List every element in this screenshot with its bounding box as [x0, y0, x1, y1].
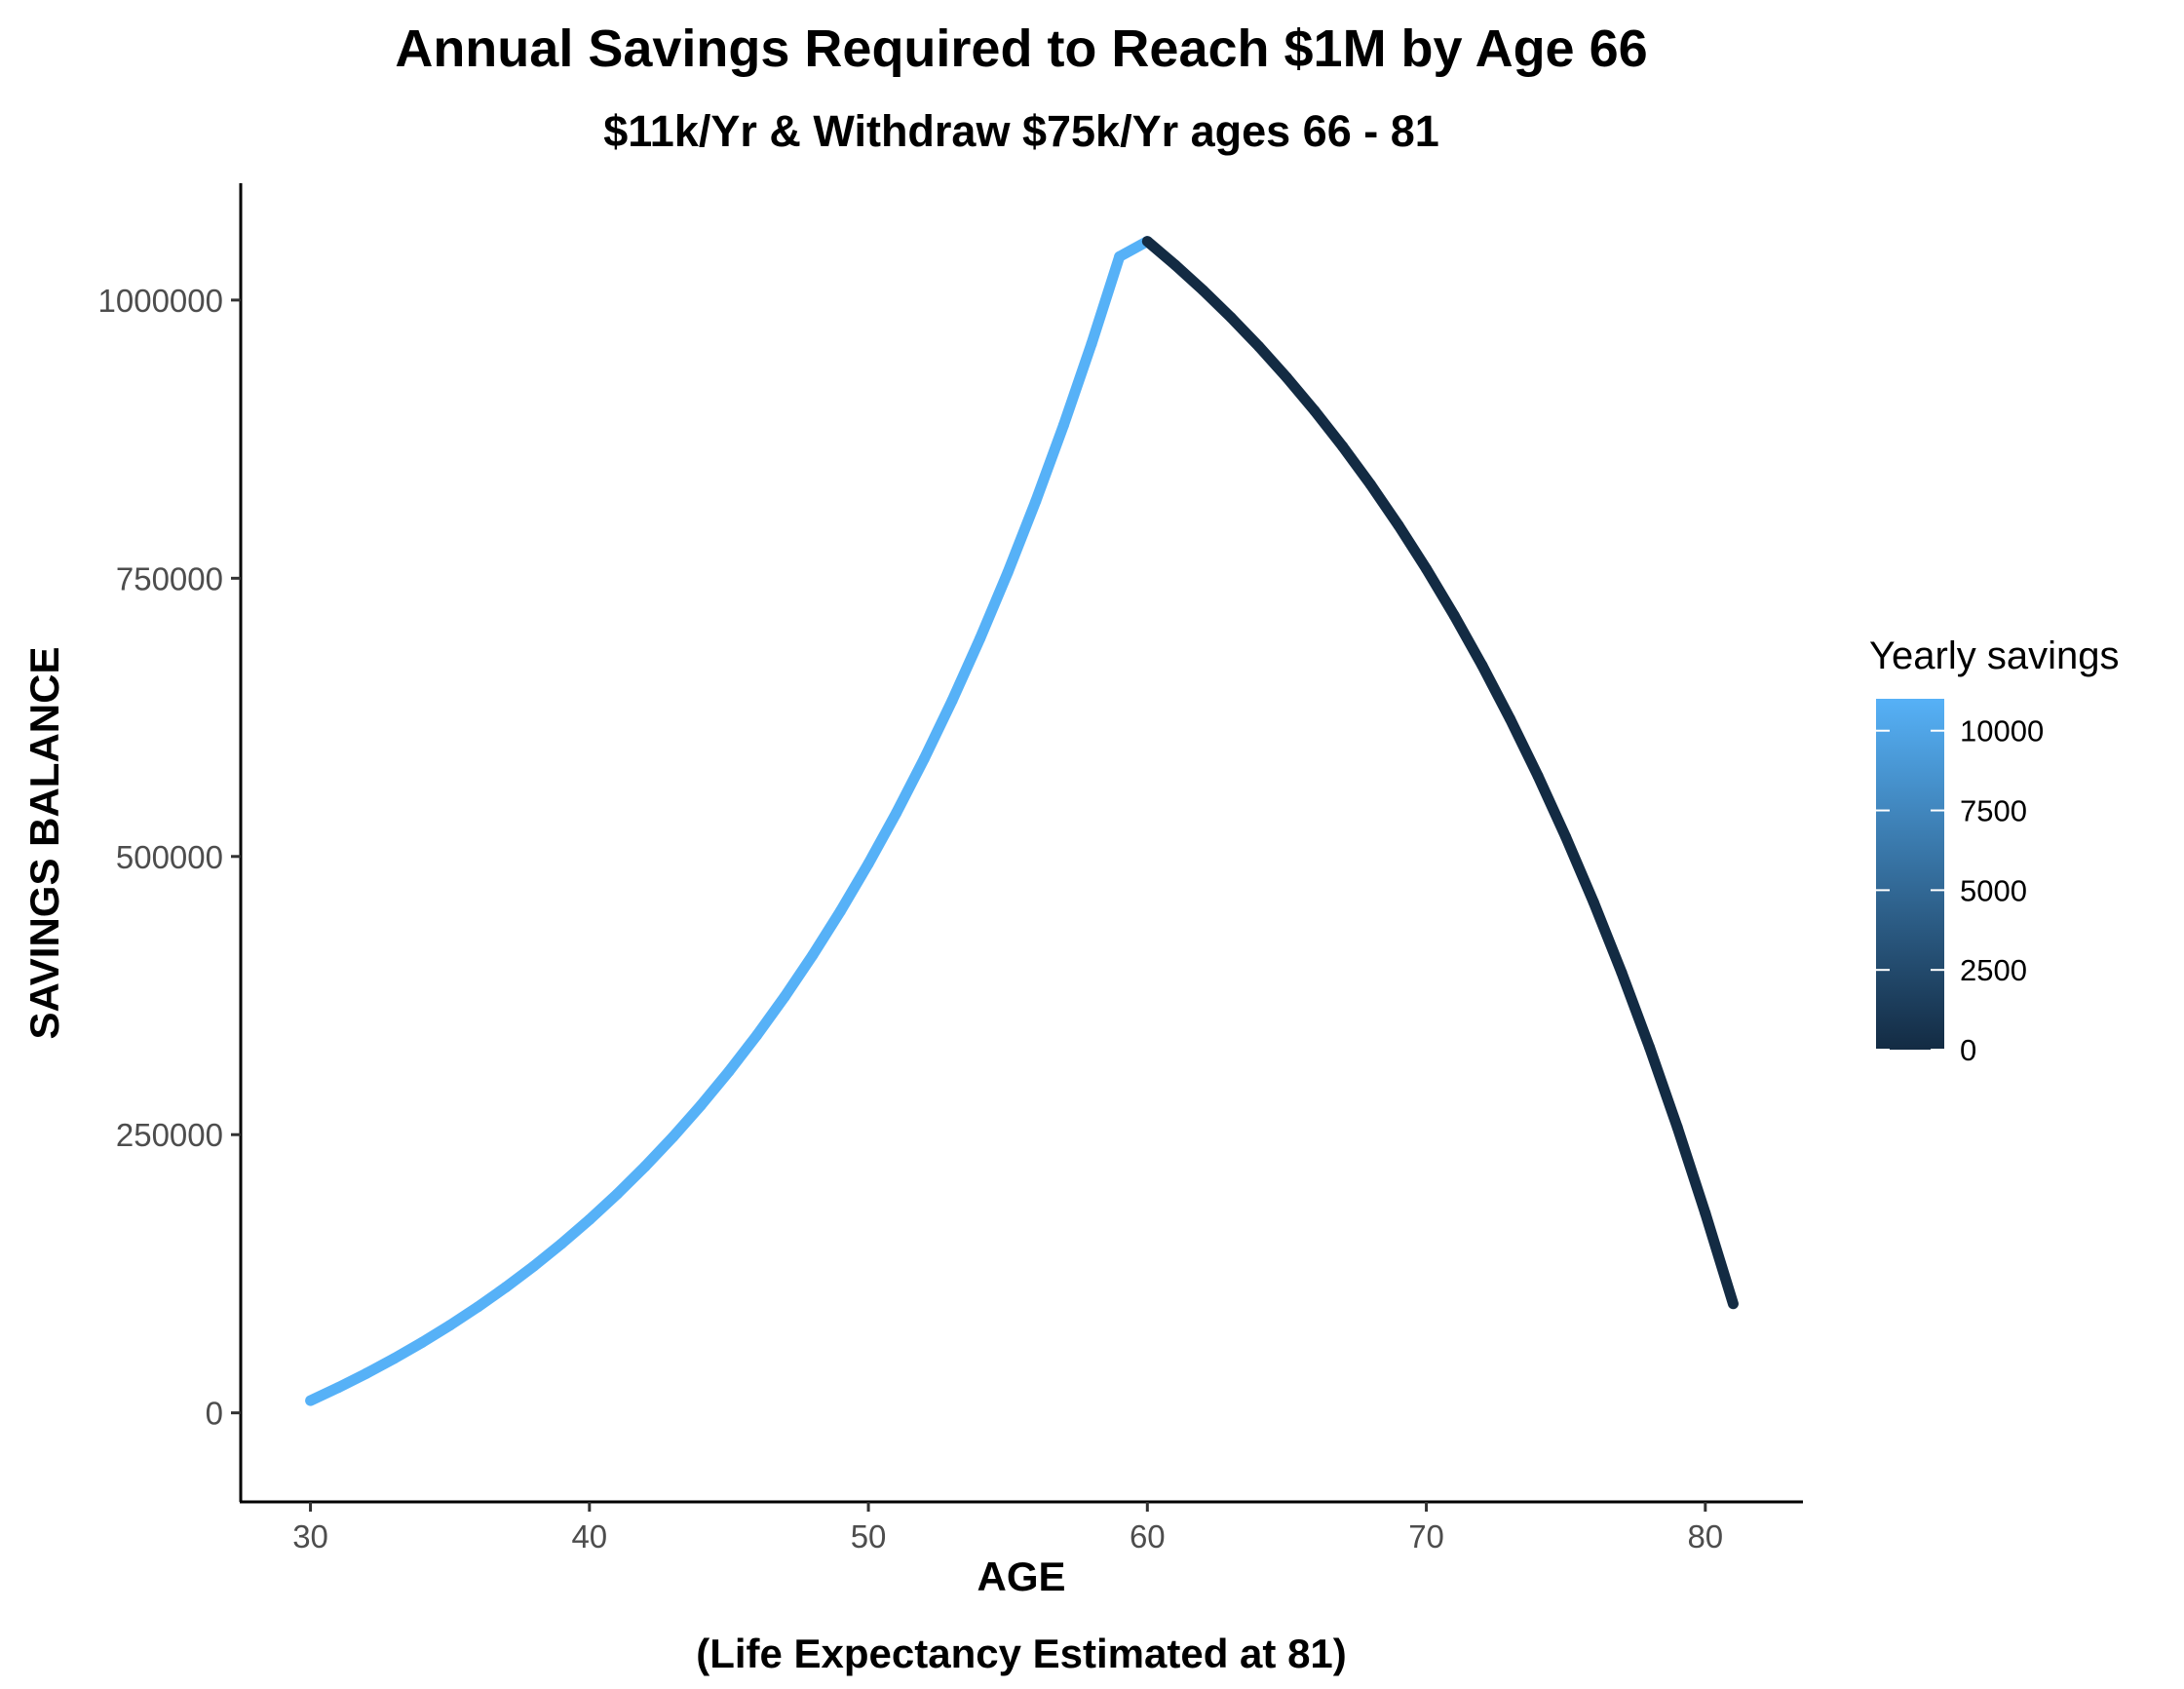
x-tick-label: 60	[1130, 1518, 1166, 1555]
chart-subtitle: $11k/Yr & Withdraw $75k/Yr ages 66 - 81	[603, 106, 1439, 156]
series-0-segment	[584, 1188, 623, 1225]
series-0-segment	[695, 1065, 735, 1111]
series-0-segment	[528, 1238, 567, 1272]
series-0-segment	[472, 1282, 512, 1313]
x-tick-label: 70	[1408, 1518, 1444, 1555]
series-0-segment	[975, 566, 1014, 644]
series-0-segment	[1616, 967, 1656, 1054]
chart-title: Annual Savings Required to Reach $1M by …	[395, 19, 1647, 78]
series-0-segment	[807, 905, 846, 961]
series-0-segment	[639, 1131, 679, 1172]
x-tick-label: 30	[292, 1518, 328, 1555]
series-0-segment	[1700, 1208, 1739, 1310]
series-0-segment	[862, 807, 902, 869]
series-0-segment	[1476, 660, 1515, 725]
series-0-segment	[1057, 338, 1097, 431]
series-0-segment	[1532, 770, 1572, 843]
series-0-segment	[834, 858, 874, 917]
series-0-segment	[416, 1320, 456, 1348]
series-0-segment	[1504, 713, 1544, 782]
y-tick-label: 750000	[116, 560, 223, 596]
legend-label: 10000	[1960, 714, 2044, 749]
series-0-segment	[1086, 250, 1126, 350]
series-0-segment	[946, 633, 986, 707]
series-0-segment	[1393, 519, 1433, 575]
series-0-segment	[1253, 341, 1292, 383]
legend-label: 5000	[1960, 873, 2027, 907]
series-0-segment	[1281, 371, 1321, 417]
series-0-segment	[723, 1029, 763, 1077]
y-tick-label: 250000	[116, 1117, 223, 1153]
series-0-segment	[388, 1336, 428, 1364]
y-axis-ticks: 0 250000 500000 750000 1000000	[98, 283, 241, 1432]
series-0-segment	[1560, 831, 1599, 908]
y-axis-title: SAVINGS BALANCE	[21, 647, 67, 1040]
series-0-segment	[1002, 495, 1042, 578]
plot-series	[305, 236, 1739, 1406]
series-0-segment	[891, 753, 930, 819]
y-tick-label: 0	[206, 1396, 223, 1432]
series-0-segment	[1225, 312, 1265, 353]
series-0-segment	[668, 1099, 707, 1142]
series-0-segment	[1421, 563, 1460, 622]
series-0-segment	[556, 1213, 595, 1249]
legend-colorbar	[1876, 699, 1944, 1050]
y-tick-label: 500000	[116, 839, 223, 875]
legend-ticks: 10000 7500 5000 2500 0	[1876, 714, 2044, 1067]
y-tick-label: 1000000	[98, 283, 223, 319]
series-0-segment	[1588, 897, 1628, 979]
legend-label: 2500	[1960, 953, 2027, 987]
x-axis-title: AGE	[977, 1554, 1065, 1599]
series-0-segment	[1364, 479, 1404, 531]
legend-label: 0	[1960, 1033, 1976, 1067]
series-0-segment	[1671, 1122, 1711, 1219]
x-tick-label: 50	[851, 1518, 887, 1555]
series-0-segment	[1169, 259, 1209, 296]
x-tick-label: 80	[1687, 1518, 1723, 1555]
series-0-segment	[1030, 419, 1069, 507]
series-0-segment	[1309, 405, 1349, 452]
series-0-segment	[779, 949, 819, 1003]
series-0-segment	[751, 991, 790, 1041]
series-0-segment	[1198, 285, 1237, 324]
series-0-segment	[444, 1301, 483, 1331]
x-axis-ticks: 30 40 50 60 70 80	[292, 1502, 1723, 1555]
series-0-segment	[1337, 441, 1376, 490]
series-0-segment	[500, 1260, 540, 1293]
legend: Yearly savings 10000 7500 5000 2500 0	[1869, 634, 2119, 1067]
series-0-segment	[1644, 1042, 1683, 1133]
series-0-segment	[918, 695, 958, 765]
legend-title: Yearly savings	[1869, 634, 2119, 677]
series-0-segment	[1448, 610, 1488, 672]
series-0-segment	[1141, 236, 1181, 271]
legend-label: 7500	[1960, 794, 2027, 828]
series-0-segment	[611, 1161, 651, 1200]
x-tick-label: 40	[571, 1518, 607, 1555]
x-axis-subtitle: (Life Expectancy Estimated at 81)	[696, 1631, 1347, 1676]
